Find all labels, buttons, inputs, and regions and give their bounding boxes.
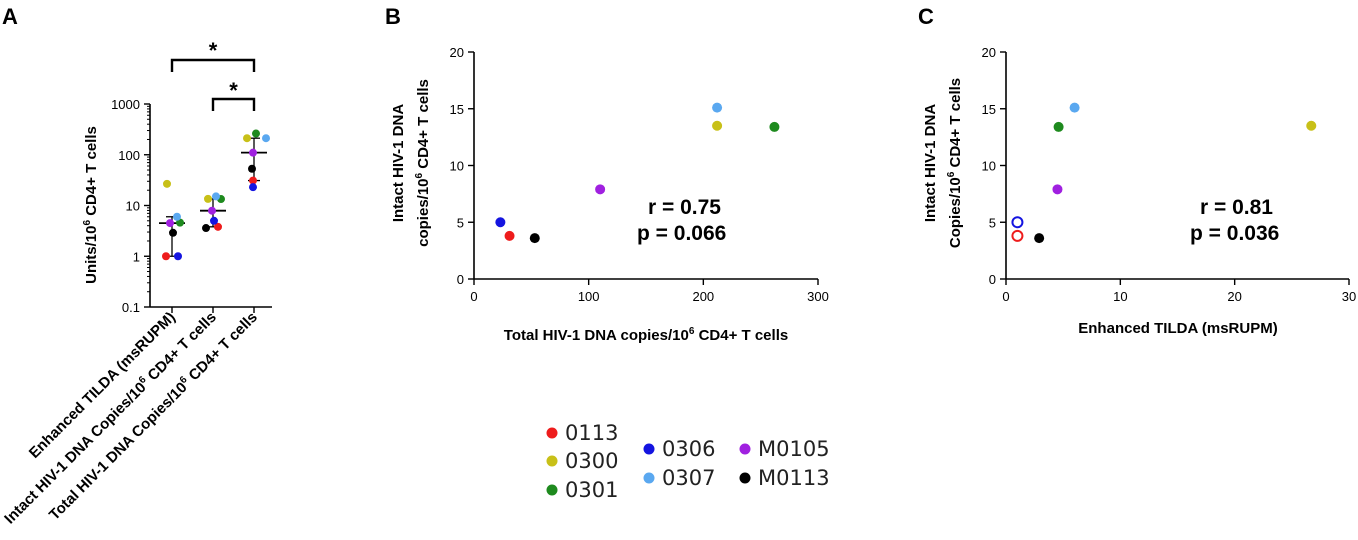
panel-b-point-0113 [504,230,515,241]
panel-b-r-value: r = 0.75 [648,196,721,219]
legend-label-0113: 0113 [565,421,618,445]
panel-c-y-tick-label: 0 [989,272,996,287]
panel-letter-b: B [385,4,401,29]
legend-label-0301: 0301 [565,478,618,502]
panel-a-point-0307 [262,134,270,143]
panel-c-point-m0113 [1034,233,1045,244]
legend-label-m0113: M0113 [758,466,830,490]
panel-c-x-axis-title: Enhanced TILDA (msRUPM) [1078,320,1277,337]
panel-c-point-0301 [1053,121,1064,132]
panel-a-point-0300 [243,134,251,143]
panel-b-y-axis-title-line1: Intact HIV-1 DNA [390,104,407,223]
panel-c-r-value: r = 0.81 [1200,196,1273,219]
legend-label-0307: 0307 [662,466,715,490]
legend-marker-m0105 [739,443,751,455]
panel-a-point-0306 [210,216,218,225]
panel-b-point-m0105 [595,184,606,195]
panel-a-y-tick-label: 1 [133,249,140,264]
panel-b-point-m0113 [529,233,540,244]
panel-b-point-0301 [769,121,780,132]
panel-a-y-tick-label: 100 [118,148,140,163]
panel-c-y-axis-title-line1: Intact HIV-1 DNA [922,104,939,223]
legend-marker-0307 [643,472,655,484]
panel-c-point-0113 [1011,229,1024,242]
panel-b-point-0306 [495,217,506,228]
panel-c-y-axis-title-line2: Copies/106 CD4+ T cells [946,78,964,248]
panel-c-p-value: p = 0.036 [1190,222,1279,245]
panel-c-y-tick-label: 10 [982,159,996,174]
panel-a-significance-star: * [229,78,238,103]
panel-b-x-tick-label: 0 [470,289,477,304]
panel-a-y-tick-label: 10 [126,199,140,214]
panel-b-y-tick-label: 15 [450,102,464,117]
panel-letter-c: C [918,4,934,29]
panel-a-point-m0105 [249,148,257,157]
panel-c-x-tick-label: 0 [1002,289,1009,304]
panel-c-x-tick-label: 10 [1113,289,1127,304]
panel-c-point-m0105 [1052,184,1063,195]
panel-a-point-0113 [162,252,170,261]
legend-label-m0105: M0105 [758,437,830,461]
panel-c-point-0307 [1069,102,1080,113]
legend-marker-0113 [546,427,558,439]
panel-a-point-0306 [249,183,257,192]
panel-a-point-m0105 [166,219,174,228]
panel-a-point-0113 [214,222,222,231]
legend-label-0300: 0300 [565,449,618,473]
panel-b-point-0307 [712,102,723,113]
panel-a-category-label: Intact HIV-1 DNA Copies/106 CD4+ T cells [0,308,219,527]
panel-a-point-m0113 [169,228,177,237]
panel-b-y-tick-label: 0 [457,272,464,287]
panel-a-point-0301 [252,129,260,138]
panel-a-significance-bracket [170,58,256,72]
panel-a-point-0300 [204,194,212,203]
panel-a-significance-bracket [211,97,256,111]
panel-a-y-tick-label: 1000 [111,97,140,112]
panel-c-y-tick-label: 20 [982,45,996,60]
panel-a-point-m0105 [208,206,216,215]
panel-a-point-m0113 [248,164,256,173]
panel-a-point-0307 [212,192,220,201]
panel-c-chart: 0 5 10 15 20 0 10 20 30 Intact HIV-1 DNA Copies/… [922,45,1356,337]
panel-a-point-0113 [249,176,257,185]
legend-marker-0306 [643,443,655,455]
panel-b-y-tick-label: 20 [450,45,464,60]
panel-b-y-axis-title-line2: copies/106 CD4+ T cells [414,79,432,247]
panel-b-y-tick-label: 5 [457,215,464,230]
panel-a-y-tick-label: 0.1 [122,300,140,315]
panel-b-x-tick-label: 300 [807,289,829,304]
legend-marker-0301 [546,484,558,496]
panel-letter-a: A [2,4,18,29]
panel-c-y-tick-label: 5 [989,215,996,230]
legend-marker-0300 [546,455,558,467]
panel-a-point-0307 [173,212,181,221]
panel-a-significance-star: * [209,38,218,63]
panel-a-category-label: Enhanced TILDA (msRUPM) [26,309,179,462]
panel-b-x-tick-label: 100 [578,289,600,304]
legend-label-0306: 0306 [662,437,715,461]
legend-marker-m0113 [739,472,751,484]
panel-b-y-tick-label: 10 [450,159,464,174]
panel-a-point-m0113 [202,224,210,233]
panel-c-x-tick-label: 20 [1227,289,1241,304]
panel-a-y-axis-title: Units/106 CD4+ T cells [82,126,100,284]
legend: 0113 0300 0301 0306 0307 M0105 M0113 [546,421,830,502]
panel-b-x-tick-label: 200 [692,289,714,304]
panel-c-x-tick-label: 30 [1342,289,1356,304]
panel-c-point-0300 [1306,120,1317,131]
panel-a-point-0306 [174,252,182,261]
panel-b-p-value: p = 0.066 [637,222,726,245]
panel-b-x-axis-title: Total HIV-1 DNA copies/106 CD4+ T cells [504,326,788,344]
panel-b-point-0300 [712,120,723,131]
panel-a-point-0300 [163,179,171,188]
panel-c-point-0306 [1011,216,1024,229]
panel-c-y-tick-label: 15 [982,102,996,117]
